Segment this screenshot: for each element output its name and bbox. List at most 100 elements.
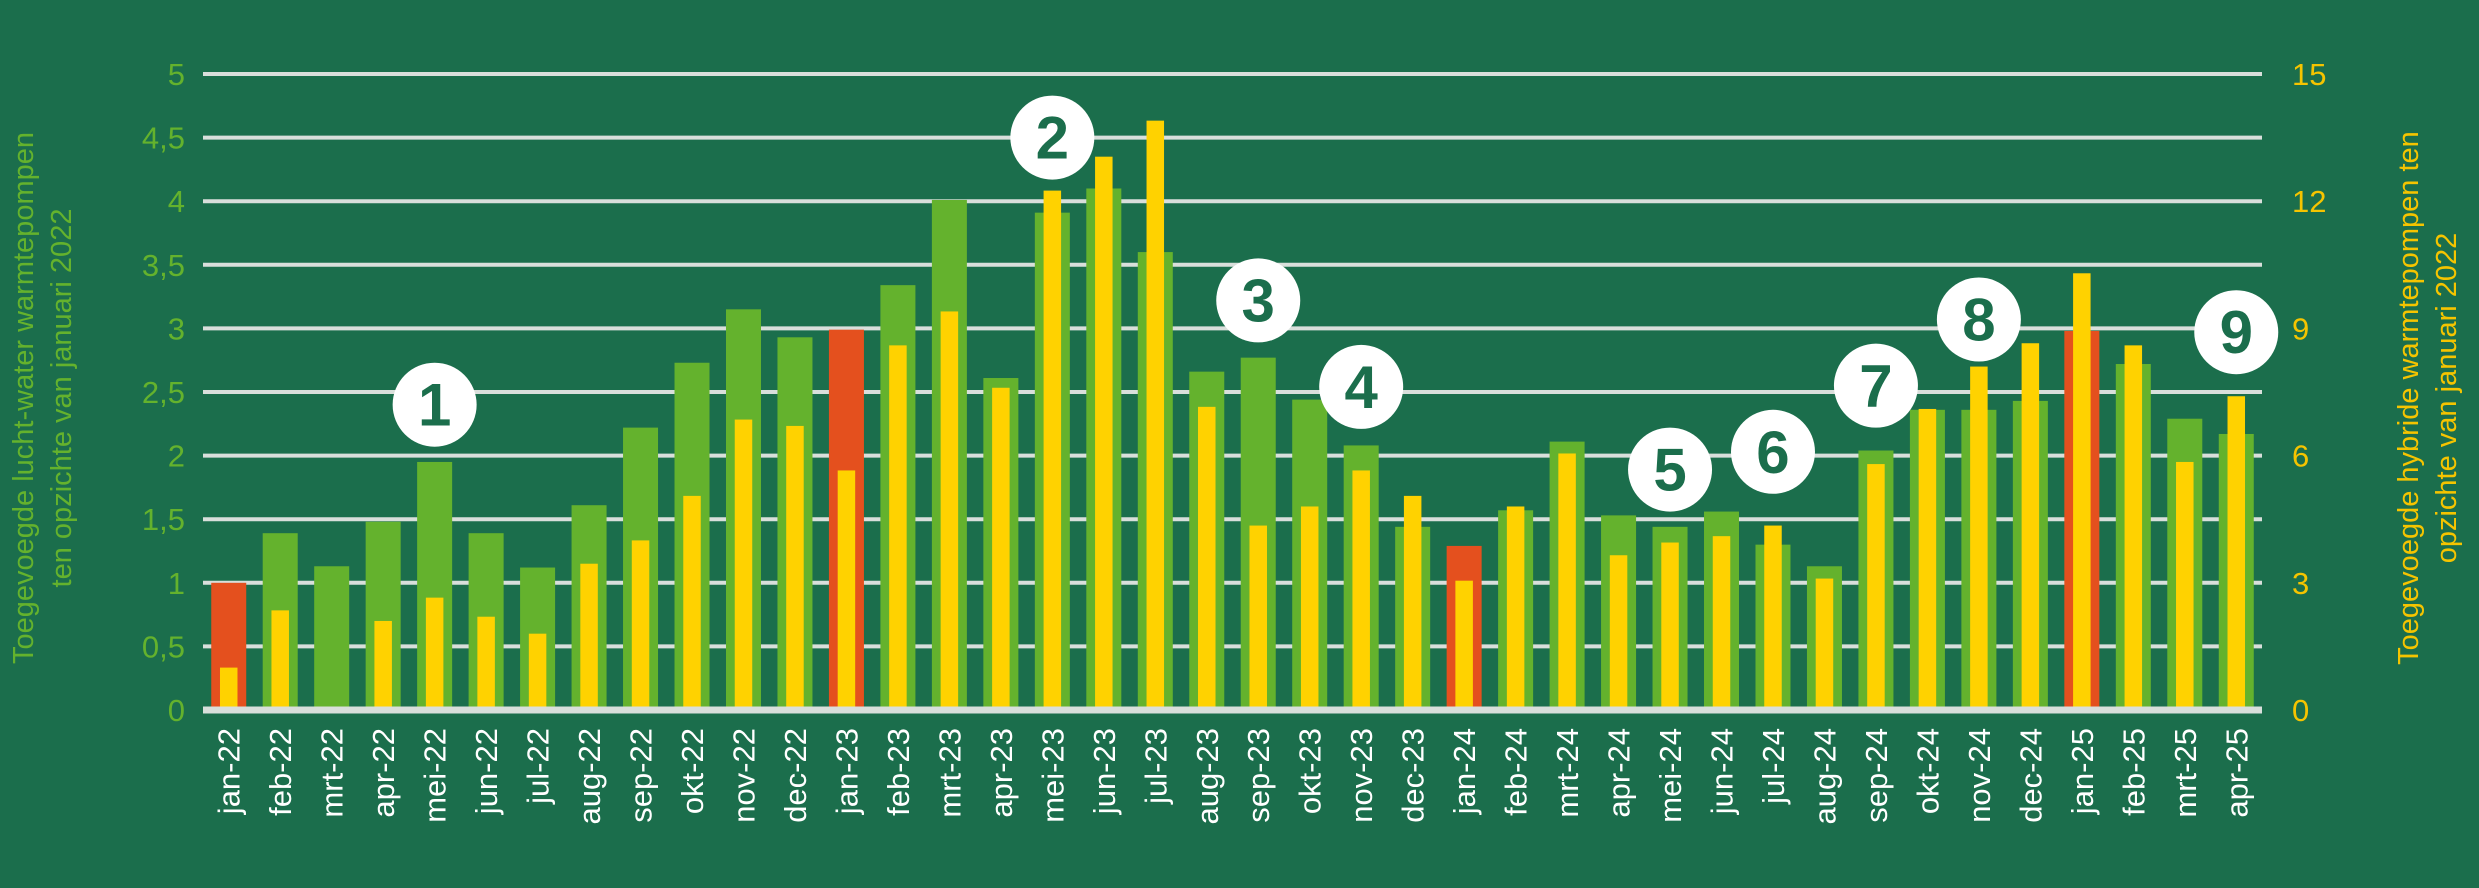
x-tick-label: apr-22 (366, 728, 401, 818)
bar-lucht-water (314, 566, 350, 710)
x-tick-label: jun-23 (1087, 728, 1122, 815)
x-tick-label: nov-22 (726, 728, 761, 823)
bar-hybride (2176, 461, 2194, 710)
marker-label: 1 (418, 372, 451, 439)
x-tick-label: jan-22 (212, 728, 247, 815)
x-tick-label: mrt-23 (932, 728, 967, 818)
x-tick-label: okt-23 (1293, 728, 1328, 814)
x-tick-label: sep-22 (624, 728, 659, 823)
marker-circle (1833, 343, 1918, 428)
bar-hybride (992, 387, 1010, 710)
x-tick-label: dec-22 (778, 728, 813, 823)
x-tick-label: feb-25 (2116, 728, 2151, 816)
y-right-tick-label: 12 (2292, 184, 2326, 219)
bar-hybride (1249, 525, 1267, 710)
x-tick-label: nov-23 (1344, 728, 1379, 823)
y-right-tick-label: 15 (2292, 57, 2326, 92)
bar-hybride (2227, 396, 2246, 710)
bar-hybride (2021, 343, 2040, 710)
marker-label: 4 (1345, 354, 1379, 421)
bar-hybride (1918, 408, 1937, 710)
x-tick-label: jul-22 (521, 728, 556, 805)
bar-hybride (889, 345, 907, 710)
x-tick-label: sep-23 (1241, 728, 1276, 823)
x-tick-label: mrt-24 (1550, 728, 1585, 818)
bar-hybride (1043, 190, 1062, 711)
marker-label: 8 (1962, 286, 1995, 353)
x-tick-label: feb-22 (263, 728, 298, 816)
bar-hybride (1403, 495, 1422, 710)
bar-hybride (528, 633, 547, 710)
x-tick-label: apr-25 (2219, 728, 2254, 818)
x-tick-label: dec-23 (1396, 728, 1431, 823)
x-tick-label: jan-23 (829, 728, 864, 815)
bar-hybride (1146, 120, 1165, 710)
bar-hybride (1661, 542, 1679, 710)
bar-hybride (1352, 470, 1370, 710)
x-tick-label: sep-24 (1859, 728, 1894, 823)
bar-hybride (1867, 464, 1885, 710)
y-right-tick-label: 9 (2292, 311, 2309, 346)
x-tick-label: okt-24 (1910, 728, 1945, 814)
x-tick-label: jan-24 (1447, 728, 1482, 815)
y-left-tick-label: 0 (168, 693, 185, 728)
bar-hybride (1198, 406, 1216, 710)
y-left-axis-title: ten opzichte van januari 2022 (46, 209, 78, 588)
x-tick-label: apr-23 (984, 728, 1019, 818)
marker-label: 5 (1653, 437, 1686, 504)
x-tick-label: mrt-25 (2168, 728, 2203, 818)
bar-hybride (631, 540, 650, 710)
bar-hybride (1558, 453, 1576, 710)
marker-label: 2 (1036, 105, 1069, 172)
x-tick-label: jan-25 (2065, 728, 2100, 815)
marker-label: 7 (1859, 353, 1892, 420)
x-tick-label: jun-22 (469, 728, 504, 815)
x-tick-label: mrt-22 (315, 728, 350, 818)
x-tick-label: dec-24 (2013, 728, 2048, 823)
marker-circle (1216, 258, 1301, 343)
marker-circle (392, 362, 477, 447)
bar-hybride (271, 610, 289, 710)
y-left-tick-label: 4 (168, 184, 185, 219)
bar-hybride (1455, 580, 1473, 710)
marker-circle (1010, 95, 1095, 180)
bar-hybride (1095, 156, 1113, 710)
bar-hybride (1764, 525, 1782, 710)
bar-hybride (940, 311, 959, 710)
y-right-tick-label: 0 (2292, 693, 2309, 728)
y-left-tick-label: 4,5 (142, 121, 185, 156)
y-left-tick-label: 0,5 (142, 629, 185, 664)
y-left-axis-title: Toegevoegde lucht-water warmtepompen (8, 132, 40, 664)
y-left-tick-label: 1 (168, 566, 185, 601)
x-tick-label: feb-24 (1499, 728, 1534, 816)
bar-hybride (683, 495, 701, 710)
x-tick-label: jun-24 (1705, 728, 1740, 815)
x-tick-label: mei-22 (418, 728, 453, 823)
marker-label: 9 (2220, 299, 2253, 366)
y-left-tick-label: 5 (168, 57, 185, 92)
bar-hybride (477, 616, 495, 710)
bar-hybride (580, 563, 598, 710)
x-tick-label: aug-23 (1190, 728, 1225, 825)
y-left-tick-label: 3,5 (142, 248, 185, 283)
x-tick-label: feb-23 (881, 728, 916, 816)
bar-hybride (1609, 555, 1628, 710)
bar-hybride (786, 425, 804, 710)
x-tick-label: mei-24 (1653, 728, 1688, 823)
marker-label: 6 (1756, 419, 1789, 486)
y-right-axis-title: Toegevoegde hybride warmtepompen ten (2393, 131, 2425, 665)
x-tick-label: okt-22 (675, 728, 710, 814)
bar-hybride (219, 667, 238, 710)
x-tick-label: mei-23 (1035, 728, 1070, 823)
x-tick-label: jul-23 (1138, 728, 1173, 805)
bar-hybride (1712, 536, 1731, 710)
bar-hybride (374, 620, 392, 710)
y-left-tick-label: 2 (168, 439, 185, 474)
y-right-tick-label: 6 (2292, 439, 2309, 474)
bar-hybride (734, 419, 753, 710)
x-tick-label: aug-24 (1807, 728, 1842, 825)
x-tick-label: aug-22 (572, 728, 607, 825)
bar-hybride (2073, 273, 2091, 710)
marker-circle (2194, 290, 2279, 375)
